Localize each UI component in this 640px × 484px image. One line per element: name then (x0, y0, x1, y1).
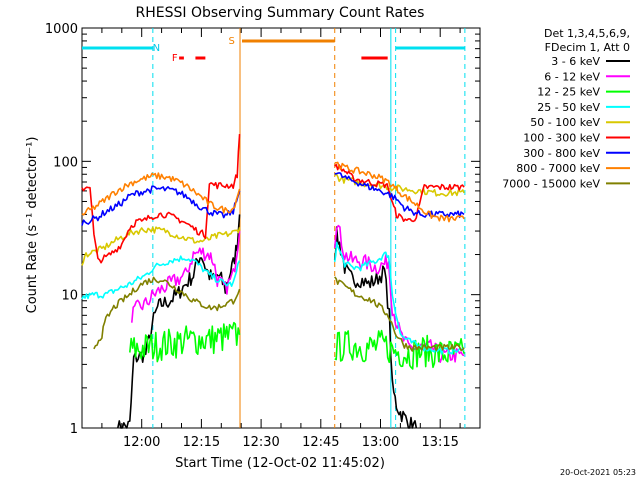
y-tick-label: 1 (70, 422, 78, 437)
legend-label: 300 - 800 keV (523, 147, 600, 160)
legend-label: 12 - 25 keV (537, 86, 600, 99)
legend-label: 800 - 7000 keV (516, 162, 600, 175)
series-line (129, 321, 241, 363)
flag-annotation-label: N (153, 43, 160, 54)
series-line (334, 161, 465, 223)
legend-label: 100 - 300 keV (523, 132, 600, 145)
series-line (81, 255, 241, 300)
legend-label: 6 - 12 keV (544, 70, 600, 83)
y-tick-label: 1000 (45, 22, 78, 37)
legend-label: 50 - 100 keV (530, 116, 600, 129)
flag-annotation-label: F (172, 53, 178, 64)
flag-annotation-label: S (228, 36, 234, 47)
series-line (334, 329, 465, 370)
series-line (81, 134, 241, 264)
series-line (334, 173, 465, 197)
y-tick-label: 10 (61, 289, 78, 304)
y-axis-label: Count Rate (s⁻¹ detector⁻¹) (25, 137, 40, 314)
legend-label: 25 - 50 keV (537, 101, 600, 114)
series-line (81, 226, 241, 266)
series-line (333, 226, 418, 429)
series-line (334, 276, 465, 352)
series-line (81, 185, 241, 226)
x-axis-label: Start Time (12-Oct-02 11:45:02) (175, 456, 385, 471)
series-line (81, 172, 241, 216)
series-line (131, 231, 241, 323)
timestamp: 20-Oct-2021 05:23 (560, 468, 636, 477)
x-tick-label: 12:45 (302, 435, 339, 450)
x-tick-label: 12:30 (242, 435, 279, 450)
chart-title: RHESSI Observing Summary Count Rates (136, 5, 425, 21)
legend-header-line-2: FDecim 1, Att 0 (545, 41, 630, 54)
x-tick-label: 12:00 (123, 435, 160, 450)
series-line (93, 276, 241, 350)
series-line (117, 214, 241, 429)
x-tick-label: 13:00 (362, 435, 399, 450)
legend-header-line-1: Det 1,3,4,5,6,9, (544, 27, 630, 40)
x-tick-label: 12:15 (183, 435, 220, 450)
legend-label: 3 - 6 keV (551, 55, 600, 68)
legend-label: 7000 - 15000 keV (502, 177, 600, 190)
x-tick-label: 13:15 (421, 435, 458, 450)
series-line (334, 172, 465, 219)
y-tick-label: 100 (53, 155, 78, 170)
plot-area: 1 10 100 1000 12:00 12:15 12:30 12:45 13:00 13:15… (45, 22, 630, 450)
